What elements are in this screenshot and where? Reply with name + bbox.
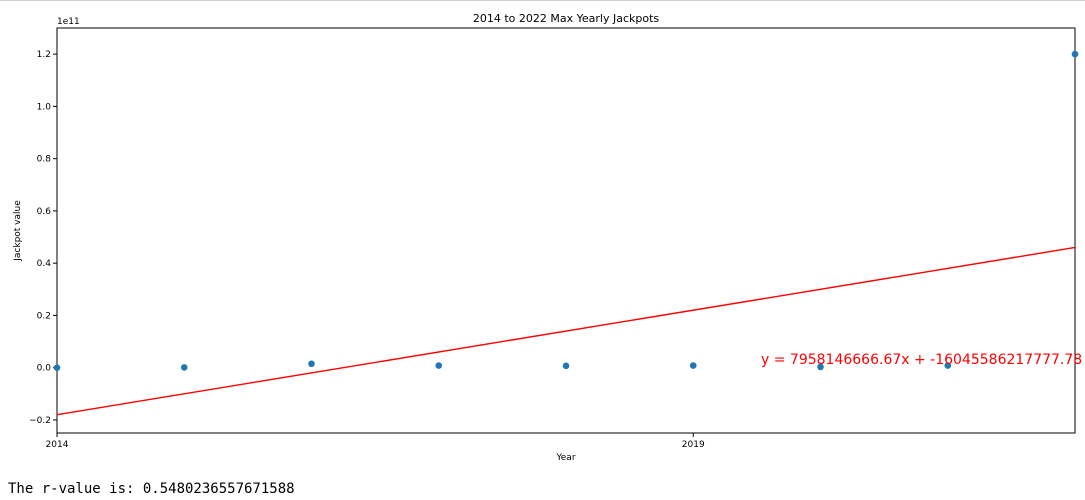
data-point [817, 363, 824, 371]
data-point [562, 362, 570, 370]
y-tick-label: 0.6 [37, 207, 52, 217]
y-axis-offset-label: 1e11 [57, 17, 80, 27]
regression-line [56, 246, 1076, 416]
plot-area [56, 27, 1076, 434]
x-axis-ticks: 2014 2019 [46, 433, 705, 450]
x-tick-label: 2019 [682, 440, 705, 450]
data-point [435, 362, 443, 369]
data-point [689, 362, 697, 369]
y-axis-label: Jackpot value [13, 200, 23, 262]
data-point [180, 364, 188, 371]
regression-equation-annotation: y = 7958146666.67x + -16045586217777.78 [761, 352, 1082, 368]
chart-title: 2014 to 2022 Max Yearly Jackpots [473, 12, 660, 25]
plot-frame [56, 27, 1076, 434]
y-tick-label: 1.0 [37, 102, 52, 112]
data-point [308, 360, 315, 368]
y-axis-ticks: −0.2 0.0 0.2 0.4 0.6 0.8 1.0 1.2 [29, 50, 57, 426]
data-point [944, 362, 952, 369]
data-point [53, 364, 61, 371]
y-tick-label: 0.0 [37, 364, 52, 374]
y-tick-label: 0.4 [37, 259, 52, 269]
cell-top-border [0, 0, 1085, 1]
regression-line-group [56, 246, 1076, 416]
y-tick-label: 0.2 [37, 311, 51, 321]
y-tick-label: −0.2 [29, 416, 51, 426]
y-tick-label: 1.2 [37, 50, 51, 60]
data-points [53, 50, 1079, 371]
y-tick-label: 0.8 [37, 155, 52, 165]
r-value-output: The r-value is: 0.5480236557671588 [8, 481, 295, 497]
x-axis-label: Year [555, 453, 575, 463]
scatter-chart: 2014 to 2022 Max Yearly Jackpots Year Ja… [13, 12, 1082, 463]
data-point [1071, 50, 1079, 58]
x-tick-label: 2014 [46, 440, 69, 450]
